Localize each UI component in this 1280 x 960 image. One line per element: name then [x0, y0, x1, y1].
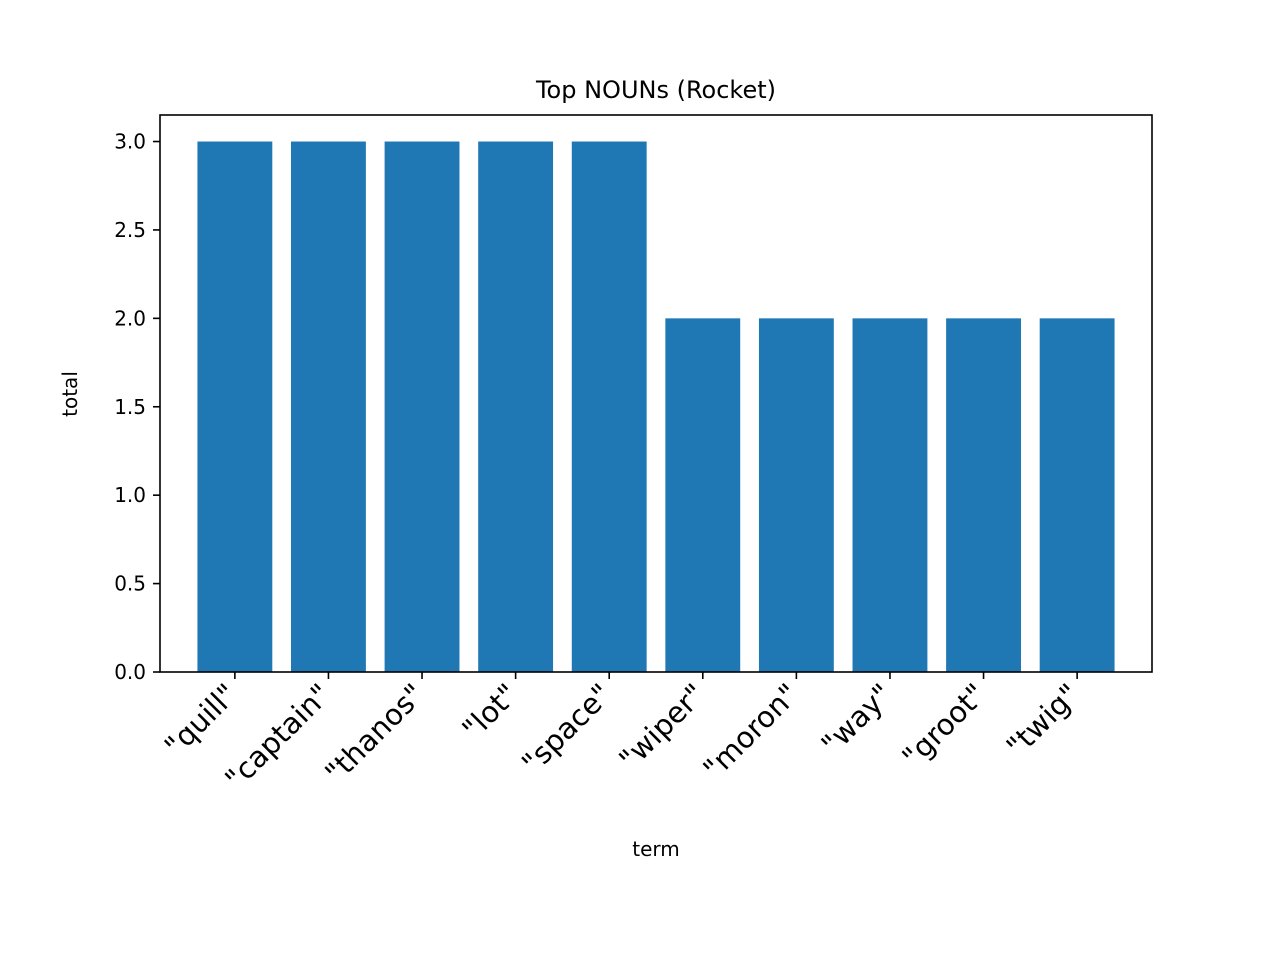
y-tick-label: 2.5 [114, 218, 146, 242]
y-axis-label: total [58, 371, 82, 417]
bar [852, 318, 928, 672]
y-tick-label: 3.0 [114, 130, 146, 154]
bar [291, 141, 366, 672]
y-tick-label: 0.0 [114, 660, 146, 684]
chart-title: Top NOUNs (Rocket) [535, 76, 776, 104]
bar [478, 141, 554, 672]
bar [384, 141, 460, 672]
y-tick-label: 1.5 [114, 395, 146, 419]
x-axis-label: term [632, 837, 680, 861]
y-tick-label: 0.5 [114, 572, 146, 596]
bar [1039, 318, 1115, 672]
plot-area-frame [159, 114, 1153, 673]
bars-group [197, 141, 1115, 672]
y-axis: 0.0 0.5 1.0 1.5 2.0 2.5 3.0 [114, 130, 160, 684]
bar [197, 141, 273, 672]
bar [758, 318, 834, 672]
y-tick-label: 2.0 [114, 306, 146, 330]
bar [571, 141, 647, 672]
bar [946, 318, 1021, 672]
bar [665, 318, 741, 672]
y-tick-label: 1.0 [114, 483, 146, 507]
